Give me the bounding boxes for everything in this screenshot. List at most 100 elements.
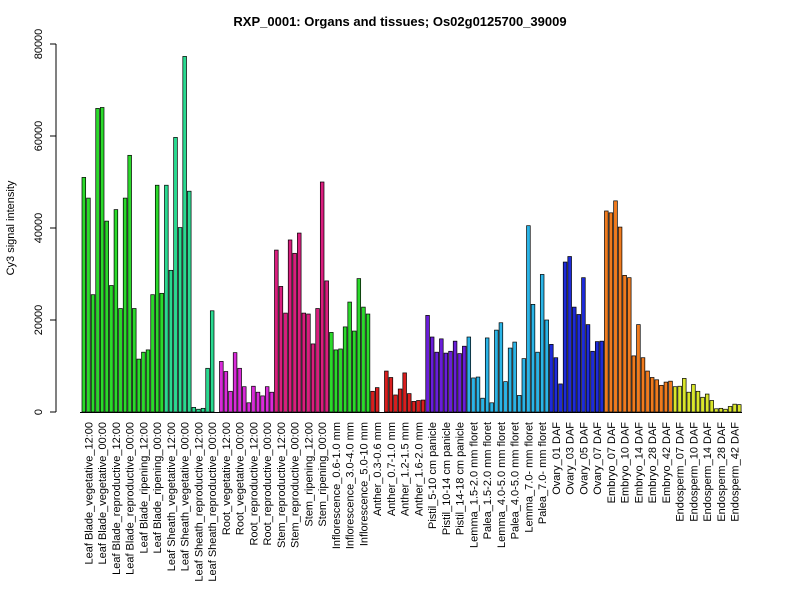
y-tick-label: 0 — [33, 409, 45, 415]
x-tick-label: Inflorescence_0.6-1.0 mm — [331, 422, 343, 549]
bar — [255, 391, 261, 413]
x-tick-label: Endosperm_10 DAF — [688, 422, 700, 522]
x-tick-label: Embryo_28 DAF — [647, 422, 659, 504]
bar — [558, 383, 563, 413]
bar — [604, 210, 609, 413]
bar — [196, 408, 201, 413]
bar — [498, 322, 504, 413]
bar — [512, 341, 517, 413]
bar — [274, 249, 279, 413]
bar — [219, 361, 224, 413]
bar — [443, 352, 449, 413]
bar — [594, 341, 600, 413]
x-tick-label: Palea_7.0- mm floret — [537, 422, 549, 524]
x-tick-label: Stem_reproductive_00:00 — [290, 422, 302, 548]
bar — [324, 280, 329, 413]
x-tick-label: Anther_0.7-1.0 mm — [386, 422, 398, 516]
bar — [732, 403, 737, 413]
bar — [640, 357, 646, 413]
bar — [631, 355, 637, 413]
x-tick-label: Leaf Blade_ripening_00:00 — [152, 422, 164, 554]
bar — [659, 384, 664, 413]
x-tick-label: Embryo_42 DAF — [661, 422, 673, 504]
bar — [397, 388, 403, 413]
bar — [489, 402, 494, 413]
bar — [439, 338, 444, 413]
bar — [205, 367, 210, 413]
bar — [668, 380, 673, 413]
x-tick-label: Root_reproductive_00:00 — [262, 422, 274, 546]
bar — [99, 107, 105, 413]
bar — [232, 352, 238, 413]
x-tick-label: Stem_ripening_12:00 — [303, 422, 315, 527]
bar — [164, 184, 169, 413]
bar — [287, 239, 293, 413]
bar — [283, 312, 288, 413]
bar — [581, 277, 586, 413]
bar — [132, 308, 137, 413]
bar — [599, 340, 604, 413]
x-tick-label: Ovary_01 DAF — [551, 422, 563, 495]
bar — [737, 404, 742, 413]
bar — [150, 294, 155, 413]
bar — [315, 308, 320, 413]
bar — [484, 337, 490, 413]
bar — [425, 315, 430, 413]
bar — [682, 378, 687, 413]
bars-group — [80, 56, 742, 413]
bar — [686, 391, 692, 413]
bar — [544, 319, 549, 413]
x-tick-label: Endosperm_42 DAF — [730, 422, 742, 522]
bar — [242, 386, 247, 413]
bar — [723, 408, 728, 413]
bar — [251, 385, 256, 413]
bar — [700, 396, 705, 413]
x-tick-label: Lemma_4.0-5.0 mm floret — [496, 422, 508, 548]
bar — [613, 200, 618, 413]
bar — [168, 269, 174, 413]
bar — [86, 197, 91, 413]
bar — [585, 324, 591, 413]
bar — [173, 137, 178, 413]
bar — [319, 181, 325, 413]
bar — [714, 408, 719, 413]
x-tick-label: Pistil_5-10 cm panicle — [427, 422, 439, 529]
bar — [393, 394, 398, 413]
x-tick-label: Leaf Sheath_vegetative_00:00 — [180, 422, 192, 571]
bar — [297, 232, 302, 413]
bar — [420, 399, 426, 413]
bar — [622, 275, 627, 413]
bar — [691, 384, 696, 413]
bar — [223, 371, 229, 413]
bar — [136, 358, 142, 413]
x-tick-label: Root_reproductive_12:00 — [248, 422, 260, 546]
bar — [462, 345, 467, 413]
x-tick-label: Leaf Blade_reproductive_00:00 — [125, 422, 137, 575]
bar — [333, 349, 339, 413]
bar — [562, 261, 568, 413]
bar — [448, 350, 453, 413]
bar — [416, 400, 421, 413]
x-tick-label: Anther_0.3-0.6 mm — [372, 422, 384, 516]
x-tick-label: Lemma_1.5-2.0 mm floret — [468, 422, 480, 548]
bar — [402, 372, 407, 413]
bar — [113, 209, 119, 413]
bar — [159, 292, 164, 413]
bar — [145, 349, 151, 413]
bar — [549, 344, 554, 413]
bar — [709, 400, 714, 413]
bar — [127, 154, 132, 413]
bar — [695, 390, 701, 413]
bar — [260, 395, 265, 413]
x-tick-label: Leaf Blade_reproductive_12:00 — [111, 422, 123, 575]
bar — [466, 336, 472, 413]
bar — [306, 313, 311, 413]
bar — [365, 313, 371, 413]
bar — [237, 367, 242, 413]
y-axis: 0 20000 40000 60000 80000 — [33, 29, 57, 415]
bar — [480, 397, 485, 413]
x-tick-label: Leaf Blade_vegetative_12:00 — [83, 422, 95, 565]
bar — [608, 212, 614, 413]
y-axis-label: Cy3 signal intensity — [5, 180, 17, 275]
